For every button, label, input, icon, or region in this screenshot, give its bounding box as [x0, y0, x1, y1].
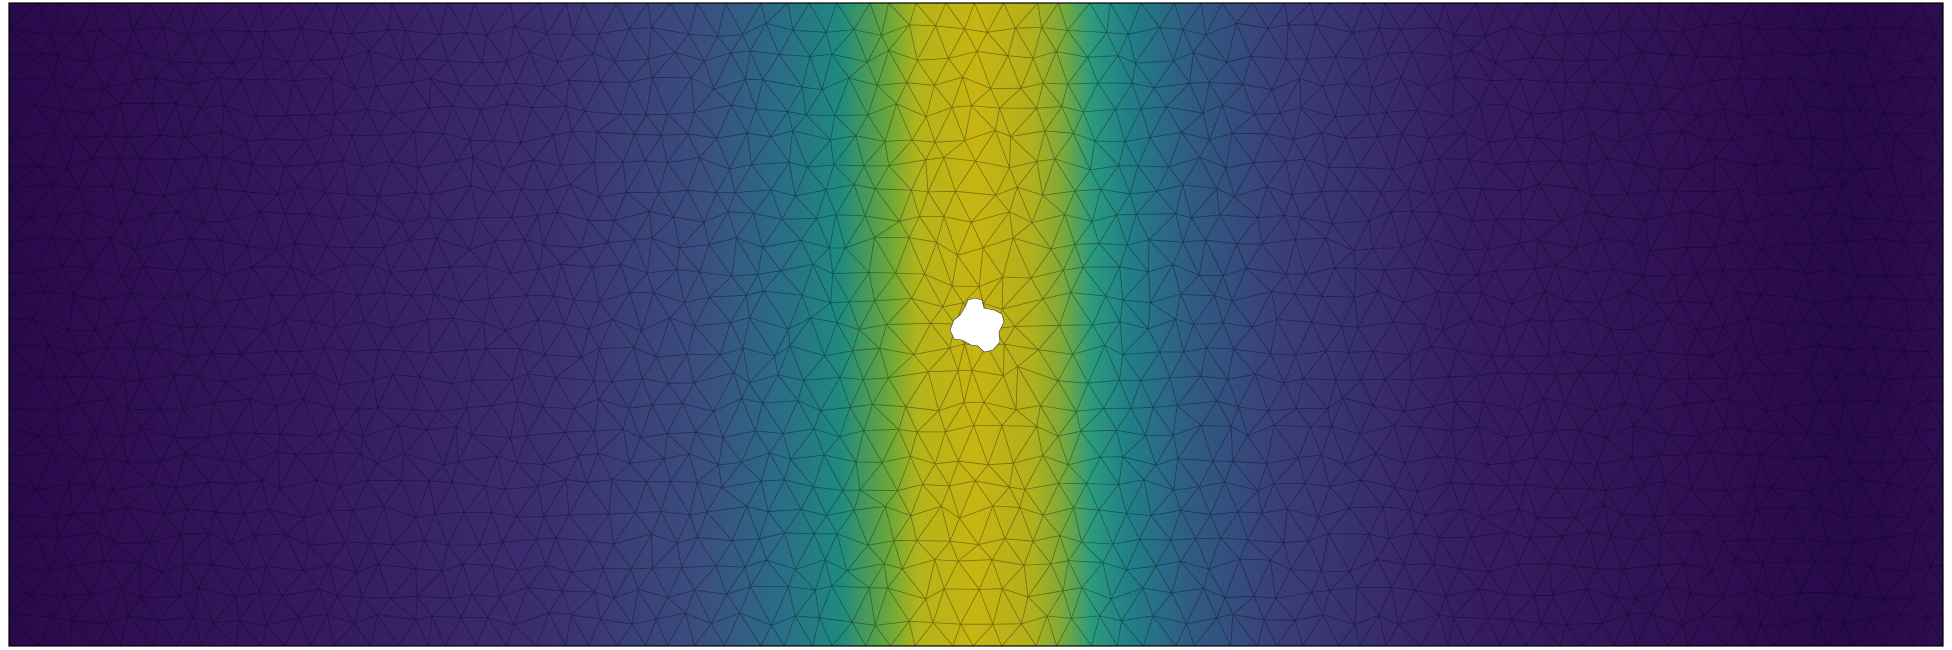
mesh-edges	[9, 3, 1943, 646]
hole	[949, 297, 1005, 353]
mesh	[9, 3, 1943, 646]
border	[8, 2, 1944, 647]
